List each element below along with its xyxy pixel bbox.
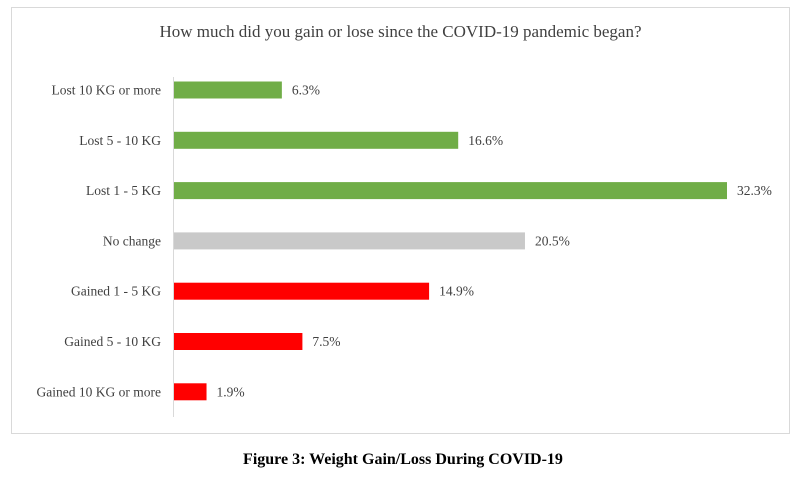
chart-title: How much did you gain or lose since the … (159, 22, 642, 41)
bars-group: Lost 10 KG or more 6.3% Lost 5 - 10 KG 16.6… (37, 81, 772, 401)
bar (174, 282, 430, 300)
value-label: 6.3% (292, 83, 320, 98)
bar (174, 383, 207, 401)
value-label: 14.9% (439, 284, 474, 299)
category-label: No change (103, 233, 161, 248)
figure-caption: Figure 3: Weight Gain/Loss During COVID-… (243, 451, 563, 468)
value-label: 1.9% (217, 384, 245, 399)
value-label: 16.6% (468, 133, 503, 148)
value-label: 20.5% (535, 233, 570, 248)
bar (174, 333, 303, 350)
category-label: Lost 10 KG or more (52, 83, 161, 98)
bar-chart-plot: Lost 10 KG or more 6.3% Lost 5 - 10 KG 16.6… (37, 77, 772, 417)
bar (174, 81, 282, 99)
category-label: Lost 1 - 5 KG (86, 183, 161, 198)
bar (174, 131, 459, 149)
chart-frame: How much did you gain or lose since the … (11, 7, 790, 434)
value-label: 32.3% (737, 183, 772, 198)
category-label: Lost 5 - 10 KG (79, 133, 161, 148)
bar (174, 182, 727, 200)
category-label: Gained 1 - 5 KG (71, 284, 161, 299)
category-label: Gained 10 KG or more (37, 384, 161, 399)
category-label: Gained 5 - 10 KG (64, 334, 161, 349)
value-label: 7.5% (312, 334, 340, 349)
bar (174, 232, 525, 250)
